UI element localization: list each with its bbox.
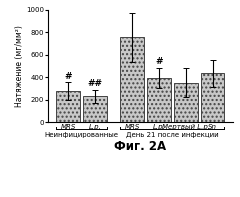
Text: День 21 после инфекции: День 21 после инфекции [126,132,219,138]
Bar [174,83,198,122]
Bar [83,96,107,122]
Bar [56,91,80,122]
Text: ##: ## [88,79,102,88]
Y-axis label: Натяжение (мг/мм²): Натяжение (мг/мм²) [15,25,24,107]
Text: Неинфицированные: Неинфицированные [45,132,119,138]
Text: #: # [155,57,163,66]
Bar [201,73,224,122]
Bar [120,37,144,122]
Text: #: # [65,72,72,81]
Text: Фиг. 2А: Фиг. 2А [114,140,167,153]
Bar [147,78,171,122]
